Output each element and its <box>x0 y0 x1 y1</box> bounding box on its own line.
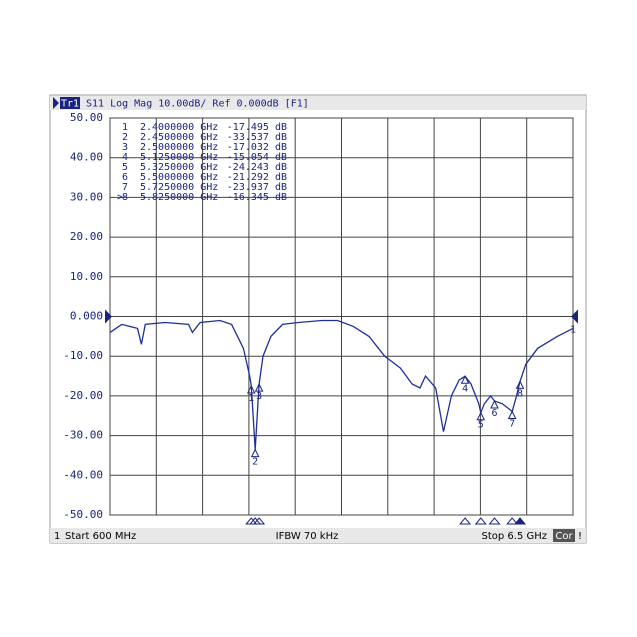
y-tick-label: 0.000 <box>70 310 103 323</box>
marker-table-value: -17.032 dB <box>227 142 287 153</box>
marker-table-name: 3 <box>122 142 128 153</box>
marker-label: 7 <box>509 419 515 430</box>
marker-table-value: -24.243 dB <box>227 162 287 173</box>
marker <box>476 411 486 421</box>
y-tick-label: 50.00 <box>70 111 103 124</box>
marker-table-freq: 5.3250000 GHz <box>140 162 218 173</box>
marker-axis-tick <box>474 517 487 525</box>
y-tick-label: -10.00 <box>63 349 103 362</box>
marker-table-value: -16.345 dB <box>227 192 287 203</box>
trace-label: 1 <box>570 325 576 336</box>
marker-table-freq: 2.4000000 GHz <box>140 122 218 133</box>
marker-axis-tick <box>253 517 266 525</box>
channel-tag-box <box>60 97 80 109</box>
marker-table-value: -21.292 dB <box>227 172 287 183</box>
ifbw-label: IFBW 70 kHz <box>276 531 339 542</box>
active-marker-symbol: > <box>117 192 123 203</box>
marker-table-value: -33.537 dB <box>227 132 287 143</box>
marker-label: 5 <box>478 420 484 431</box>
marker <box>507 410 517 420</box>
marker <box>460 375 470 384</box>
y-tick-label: 10.00 <box>70 270 103 283</box>
channel-tag: Tr1 <box>61 99 79 110</box>
marker <box>246 384 256 394</box>
marker-table-freq: 5.8250000 GHz <box>140 192 218 203</box>
ref-arrow-right <box>571 309 578 324</box>
marker-table-value: -17.495 dB <box>227 122 287 133</box>
marker-table-freq: 5.1250000 GHz <box>140 152 218 163</box>
marker <box>254 382 264 392</box>
marker-table-name: 6 <box>122 172 128 183</box>
marker-table-name: 8 <box>122 192 128 203</box>
footer-bar <box>50 528 586 543</box>
cor-label: Cor <box>555 531 573 542</box>
marker-axis-tick <box>488 517 501 525</box>
marker-label: 4 <box>462 383 468 394</box>
marker-table-freq: 2.5000000 GHz <box>140 142 218 153</box>
y-tick-label: 20.00 <box>70 230 103 243</box>
marker-table-value: -23.937 dB <box>227 182 287 193</box>
marker-label: 2 <box>252 457 258 468</box>
marker-table-name: 7 <box>122 182 128 193</box>
y-tick-label: 40.00 <box>70 151 103 164</box>
chart-title: S11 Log Mag 10.00dB/ Ref 0.000dB [F1] <box>86 99 309 110</box>
y-tick-label: -20.00 <box>63 389 103 402</box>
trace <box>109 319 574 450</box>
marker-table-name: 1 <box>122 122 128 133</box>
y-tick-label: 30.00 <box>70 190 103 203</box>
marker-table-value: -15.054 dB <box>227 152 287 163</box>
marker-table-name: 4 <box>122 152 128 163</box>
ref-arrow-left <box>105 309 112 324</box>
marker-table-freq: 2.4500000 GHz <box>140 132 218 143</box>
marker-axis-tick <box>513 517 527 525</box>
marker-axis-tick <box>459 517 472 525</box>
trace-arrow <box>53 97 59 109</box>
marker-table-name: 5 <box>122 162 128 173</box>
marker-table-freq: 5.7250000 GHz <box>140 182 218 193</box>
y-tick-label: -30.00 <box>63 429 103 442</box>
start-label: Start 600 MHz <box>65 531 136 542</box>
marker-table-name: 2 <box>122 132 128 143</box>
marker <box>490 399 499 409</box>
warning: ! <box>578 531 582 542</box>
y-tick-label: -50.00 <box>63 508 103 521</box>
marker-label: 8 <box>517 388 523 399</box>
marker-label: 3 <box>256 391 262 402</box>
marker-label: 1 <box>248 393 254 404</box>
y-tick-label: -40.00 <box>63 468 103 481</box>
channel-number: 1 <box>54 531 60 542</box>
header-bar <box>50 96 586 110</box>
stop-label: Stop 6.5 GHz <box>481 531 547 542</box>
marker <box>515 380 525 389</box>
marker <box>250 448 260 458</box>
marker-table-freq: 5.5000000 GHz <box>140 172 218 183</box>
cor-box <box>553 529 575 542</box>
marker-label: 6 <box>492 408 498 419</box>
marker-axis-tick <box>506 517 519 525</box>
